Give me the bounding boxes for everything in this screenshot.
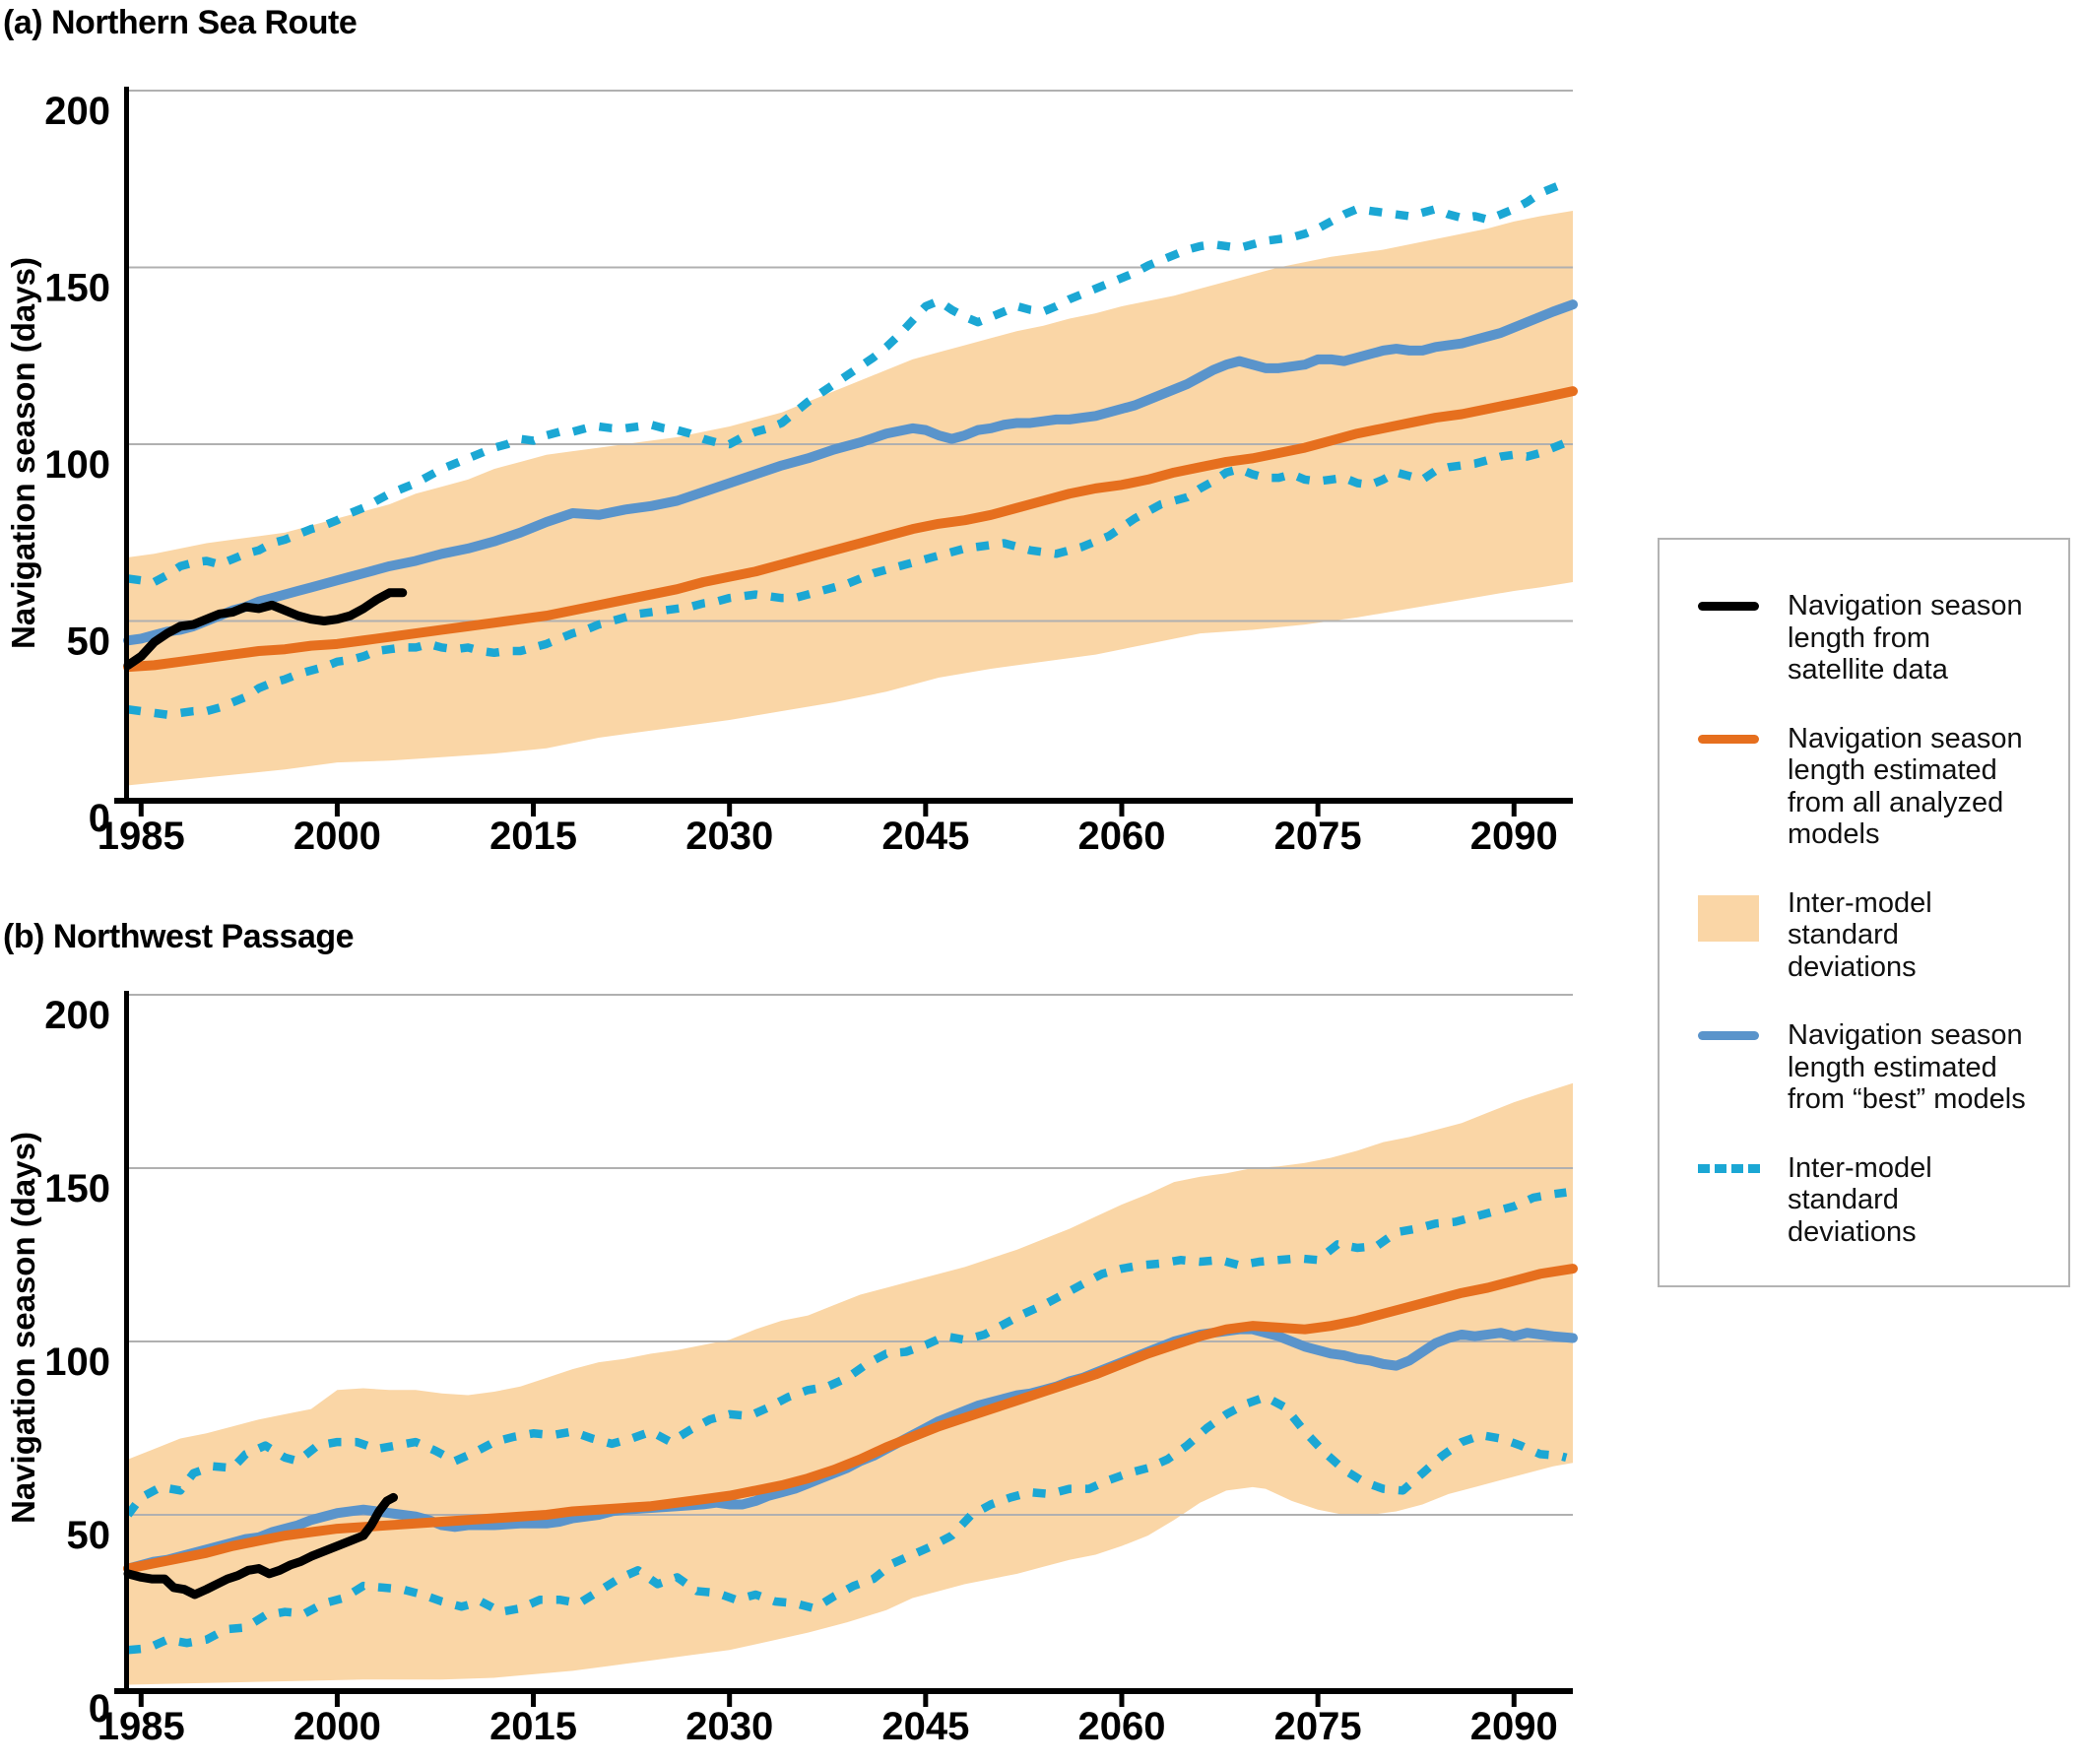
sd-band-area xyxy=(128,1082,1573,1685)
x-tick-2000 xyxy=(334,804,340,817)
band-swatch xyxy=(1698,894,1759,942)
x-tick-1985 xyxy=(138,804,144,817)
x-tick-label-2015: 2015 xyxy=(489,815,577,858)
x-tick-2060 xyxy=(1119,1694,1125,1707)
x-tick-label-2060: 2060 xyxy=(1077,815,1165,858)
x-tick-label-2075: 2075 xyxy=(1274,1705,1362,1748)
legend-item-inter-model-sd-band-label: Inter-model standard deviations xyxy=(1788,886,1932,983)
x-tick-label-2060: 2060 xyxy=(1077,1705,1165,1748)
series-satellite-line xyxy=(123,1492,399,1600)
x-tick-label-2075: 2075 xyxy=(1274,815,1362,858)
x-tick-2015 xyxy=(531,804,537,817)
x-tick-label-1985: 1985 xyxy=(98,1705,185,1748)
legend-item-inter-model-sd-dotted: Inter-model standard deviations xyxy=(1698,1152,2068,1249)
x-tick-1985 xyxy=(138,1694,144,1707)
series-all-models-line xyxy=(123,386,1578,673)
x-tick-2030 xyxy=(727,1694,733,1707)
panel-b-title: (b) Northwest Passage xyxy=(3,918,355,955)
legend-item-satellite-label: Navigation season length from satellite … xyxy=(1788,590,2023,686)
panel-a-chart: 1985 2000 2015 2030 2045 2060 2075 2090 0 50 100 15… xyxy=(44,87,1578,858)
panel-a-title: (a) Northern Sea Route xyxy=(3,4,358,41)
x-tick-2015 xyxy=(531,1694,537,1707)
x-tick-label-1985: 1985 xyxy=(98,815,185,858)
y-tick-label-50: 50 xyxy=(67,621,111,664)
x-axis-spine xyxy=(114,1688,1573,1694)
legend-item-inter-model-sd-band: Inter-model standard deviations xyxy=(1698,887,2068,984)
series-sd-lower-line xyxy=(127,1393,1568,1655)
panel-b-chart: 1985 2000 2015 2030 2045 2060 2075 2090 0 50 100 15… xyxy=(44,991,1578,1748)
best-models-line-swatch xyxy=(1698,1031,1759,1040)
legend-item-best-models: Navigation season length estimated from … xyxy=(1698,1019,2068,1116)
all-models-line-swatch xyxy=(1698,734,1759,744)
series-satellite-line xyxy=(123,588,408,670)
x-tick-2045 xyxy=(923,1694,929,1707)
series-sd-upper-line xyxy=(124,1188,1567,1518)
x-axis-spine xyxy=(114,798,1573,804)
x-tick-2000 xyxy=(334,1694,340,1707)
x-tick-2090 xyxy=(1511,804,1517,817)
legend: Navigation season length from satellite … xyxy=(1658,538,2070,1287)
x-tick-label-2090: 2090 xyxy=(1470,1705,1558,1748)
y-tick-label-50: 50 xyxy=(67,1514,111,1557)
x-tick-2030 xyxy=(727,804,733,817)
y-axis-spine xyxy=(124,991,129,1694)
y-axis-spine xyxy=(124,87,129,804)
series-best-models-line xyxy=(123,299,1578,646)
dotted-sd-swatch xyxy=(1698,1163,1788,1173)
legend-item-best-models-label: Navigation season length estimated from … xyxy=(1788,1019,2026,1115)
legend-item-inter-model-sd-dotted-label: Inter-model standard deviations xyxy=(1788,1151,1932,1248)
legend-item-all-models: Navigation season length estimated from … xyxy=(1698,723,2068,851)
legend-item-satellite: Navigation season length from satellite … xyxy=(1698,590,2068,686)
sd-band-area xyxy=(128,211,1573,786)
x-tick-label-2045: 2045 xyxy=(881,815,969,858)
legend-item-all-models-label: Navigation season length estimated from … xyxy=(1788,722,2023,851)
x-tick-2045 xyxy=(923,804,929,817)
x-tick-label-2030: 2030 xyxy=(685,1705,773,1748)
y-tick-label-150: 150 xyxy=(44,267,110,310)
x-tick-label-2000: 2000 xyxy=(293,1705,381,1748)
x-tick-2090 xyxy=(1511,1694,1517,1707)
x-tick-label-2015: 2015 xyxy=(489,1705,577,1748)
series-sd-upper-line xyxy=(127,178,1568,587)
y-tick-label-0: 0 xyxy=(89,797,110,840)
x-tick-2075 xyxy=(1315,1694,1321,1707)
y-tick-label-200: 200 xyxy=(44,994,110,1037)
y-tick-label-200: 200 xyxy=(44,90,110,133)
y-tick-label-100: 100 xyxy=(44,443,110,487)
y-tick-label-150: 150 xyxy=(44,1167,110,1210)
x-tick-label-2030: 2030 xyxy=(685,815,773,858)
satellite-line-swatch xyxy=(1698,602,1759,611)
x-tick-2060 xyxy=(1119,804,1125,817)
y-tick-label-100: 100 xyxy=(44,1340,110,1384)
series-sd-lower-line xyxy=(127,438,1568,719)
y-tick-label-0: 0 xyxy=(89,1687,110,1731)
x-tick-2075 xyxy=(1315,804,1321,817)
x-tick-label-2045: 2045 xyxy=(881,1705,969,1748)
x-tick-label-2000: 2000 xyxy=(293,815,381,858)
x-tick-label-2090: 2090 xyxy=(1470,815,1558,858)
